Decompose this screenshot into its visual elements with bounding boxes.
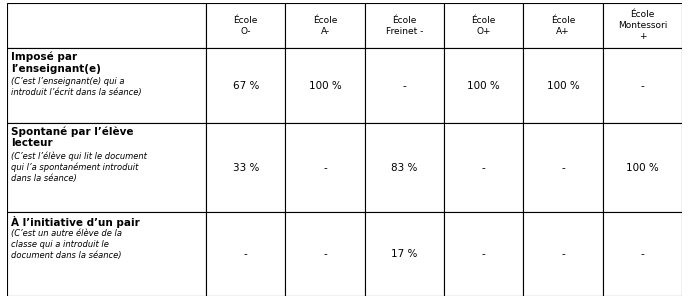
Bar [206,3,285,48]
Bar [285,213,364,296]
Bar [444,123,524,213]
Bar [7,213,206,296]
Bar [206,48,285,123]
Text: 83 %: 83 % [391,163,418,173]
Text: -: - [482,163,486,173]
Text: École
A+: École A+ [551,16,575,36]
Bar [285,48,364,123]
Bar [603,213,682,296]
Bar [7,3,206,48]
Bar [206,213,285,296]
Bar [524,3,603,48]
Text: (C’est un autre élève de la
classe qui a introduit le
document dans la séance): (C’est un autre élève de la classe qui a… [11,229,122,260]
Text: 33 %: 33 % [233,163,259,173]
Bar [524,123,603,213]
Text: 100 %: 100 % [467,81,500,91]
Bar [7,123,206,213]
Bar [285,123,364,213]
Bar [444,48,524,123]
Bar [7,48,206,123]
Bar [603,3,682,48]
Bar [364,48,444,123]
Text: École
A-: École A- [313,16,338,36]
Text: École
O-: École O- [234,16,258,36]
Text: -: - [244,249,247,259]
Text: 17 %: 17 % [391,249,418,259]
Text: (C’est l’élève qui lit le document
qui l’a spontanément introduit
dans la séance: (C’est l’élève qui lit le document qui l… [11,152,147,183]
Bar [603,123,682,213]
Text: École
O+: École O+ [471,16,496,36]
Text: -: - [641,249,644,259]
Bar [524,213,603,296]
Text: Imposé par
l’enseignant(e): Imposé par l’enseignant(e) [11,52,101,74]
Text: École
Montessori
+: École Montessori + [618,10,667,41]
Text: -: - [402,81,407,91]
Text: (C’est l’enseignant(e) qui a
introduit l’écrit dans la séance): (C’est l’enseignant(e) qui a introduit l… [11,77,141,97]
Text: École
Freinet -: École Freinet - [386,16,423,36]
Bar [524,48,603,123]
Bar [444,3,524,48]
Text: Spontané par l’élève
lecteur: Spontané par l’élève lecteur [11,127,134,148]
Bar [364,3,444,48]
Text: -: - [562,163,565,173]
Bar [206,123,285,213]
Bar [364,213,444,296]
Text: 100 %: 100 % [626,163,659,173]
Text: 67 %: 67 % [233,81,259,91]
Bar [285,3,364,48]
Text: 100 %: 100 % [309,81,342,91]
Bar [444,213,524,296]
Text: -: - [482,249,486,259]
Text: -: - [641,81,644,91]
Bar [603,48,682,123]
Text: -: - [562,249,565,259]
Text: -: - [323,249,327,259]
Bar [364,123,444,213]
Text: 100 %: 100 % [547,81,579,91]
Text: -: - [323,163,327,173]
Text: À l’initiative d’un pair: À l’initiative d’un pair [11,216,140,228]
